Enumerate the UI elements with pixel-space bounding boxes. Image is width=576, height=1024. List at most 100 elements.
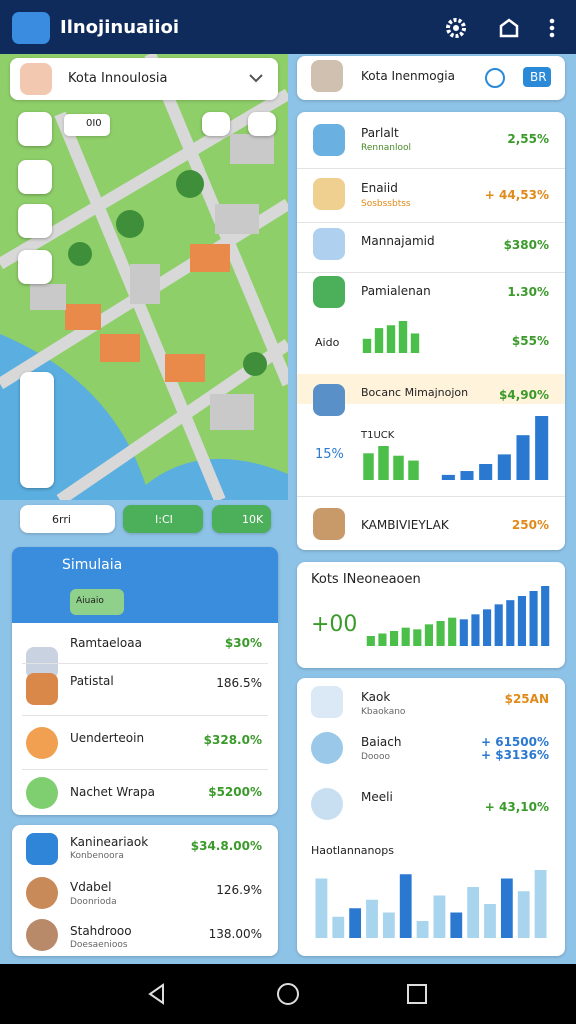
item-sub: Doonrioda: [70, 897, 117, 907]
panel-header: [12, 547, 278, 623]
item-value: + 44,53%: [484, 188, 549, 202]
trend-value: +00: [311, 612, 358, 637]
chart-title: Haotlannanops: [311, 844, 394, 857]
badge[interactable]: BR: [523, 67, 551, 87]
item-name: Stahdrooo: [70, 924, 132, 938]
bar: [424, 624, 434, 646]
back-button[interactable]: [145, 982, 169, 1006]
bar: [479, 464, 493, 480]
bar: [416, 921, 429, 938]
bar: [471, 614, 480, 646]
item-name: Patistal: [70, 674, 114, 688]
item-sub: Konbenoora: [70, 851, 124, 861]
bar: [378, 446, 389, 480]
item-value: + 43,10%: [484, 800, 549, 814]
map-chip[interactable]: 6rri: [20, 505, 115, 533]
item-value: $55%: [511, 334, 549, 348]
bar: [459, 619, 468, 646]
bar: [366, 899, 378, 938]
item-value: $30%: [224, 636, 262, 650]
item-name: Meeli: [361, 790, 393, 804]
map-chip[interactable]: 10K: [212, 505, 271, 533]
item-name: Enaiid: [361, 181, 398, 195]
map-tool[interactable]: [18, 160, 52, 194]
panel-chip[interactable]: Aiuaio: [70, 589, 124, 615]
bar-chart: [363, 446, 419, 480]
bar: [506, 600, 515, 646]
panel-title: Simulaia: [62, 557, 123, 573]
bar: [441, 474, 455, 480]
bar: [393, 455, 404, 480]
item-value: + $3136%: [480, 748, 549, 762]
item-name: Ramtaeloaa: [70, 636, 142, 650]
bar: [529, 591, 538, 646]
nav-bar: [0, 964, 576, 1024]
recents-button[interactable]: [405, 982, 429, 1006]
trend-chart: [366, 586, 550, 646]
top-card[interactable]: Kota Inenmogia BR: [297, 56, 565, 100]
dropdown-arrow[interactable]: [248, 72, 264, 84]
item-value: 138.00%: [208, 927, 262, 941]
bar: [408, 460, 419, 480]
map-tool[interactable]: [18, 250, 52, 284]
item-value: $5200%: [208, 785, 262, 799]
bar: [315, 878, 328, 938]
chart-tag: T1UCK: [361, 430, 395, 441]
map-tool[interactable]: [248, 112, 276, 136]
app-logo[interactable]: [12, 12, 50, 44]
item-value: 250%: [511, 518, 549, 532]
map-chip[interactable]: 0I0: [64, 114, 110, 136]
bar: [363, 453, 374, 480]
item-name: KAMBIVIEYLAK: [361, 518, 449, 532]
bar: [410, 333, 420, 353]
home-button[interactable]: [276, 982, 300, 1006]
mini-chart: [362, 321, 420, 353]
bar: [497, 454, 511, 480]
item-value: + 61500%: [480, 735, 549, 749]
simulation-panel: Simulaia Aiuaio Ramtaeloaa $30% Patistal 1…: [12, 547, 278, 815]
map-toolbar[interactable]: [20, 372, 54, 488]
bar: [433, 895, 446, 938]
bar: [386, 325, 396, 353]
bar-chart: [315, 870, 547, 938]
item-name: Kanineariaok: [70, 835, 149, 849]
home-icon[interactable]: [497, 16, 521, 40]
stats-panel: Parlalt Rennanlool 2,55% Enaiid Sosbssbtss +…: [297, 112, 565, 550]
item-sub: Doooo: [361, 752, 390, 762]
bar: [535, 416, 549, 480]
bar: [389, 631, 399, 646]
chart-side-label: 15%: [315, 447, 344, 462]
bar: [450, 912, 463, 938]
bar: [482, 609, 492, 646]
item-value: 1.30%: [507, 285, 549, 299]
app-title: Ilnojinuaiioi: [60, 17, 180, 38]
top-bar: Ilnojinuaiioi: [0, 0, 576, 54]
bar: [500, 878, 513, 938]
bar: [399, 874, 412, 938]
bar: [467, 887, 480, 938]
bar: [460, 471, 474, 480]
item-value: 126.9%: [216, 883, 262, 897]
bar: [534, 870, 547, 938]
bar: [382, 912, 395, 938]
bar-chart: [441, 416, 549, 480]
menu-icon[interactable]: [545, 16, 559, 40]
map-tool[interactable]: [202, 112, 230, 136]
bar: [374, 328, 384, 353]
map-tool[interactable]: [18, 204, 52, 238]
bar: [517, 596, 527, 646]
item-sub: Sosbssbtss: [361, 199, 411, 209]
map-tool[interactable]: [18, 112, 52, 146]
settings-icon[interactable]: [444, 16, 468, 40]
refresh-icon[interactable]: [485, 68, 505, 88]
search-card[interactable]: Kota Innoulosia: [10, 58, 278, 100]
bar: [448, 617, 457, 646]
item-sub: Rennanlool: [361, 143, 412, 153]
map-chip[interactable]: I:CI: [123, 505, 203, 533]
bar: [484, 904, 496, 938]
bar: [401, 627, 410, 646]
bar: [332, 916, 345, 938]
chip-text: 10K: [242, 513, 264, 526]
finance-card: Kaok Kbaokano $25AN Baiach Doooo + 61500% + $…: [297, 678, 565, 956]
